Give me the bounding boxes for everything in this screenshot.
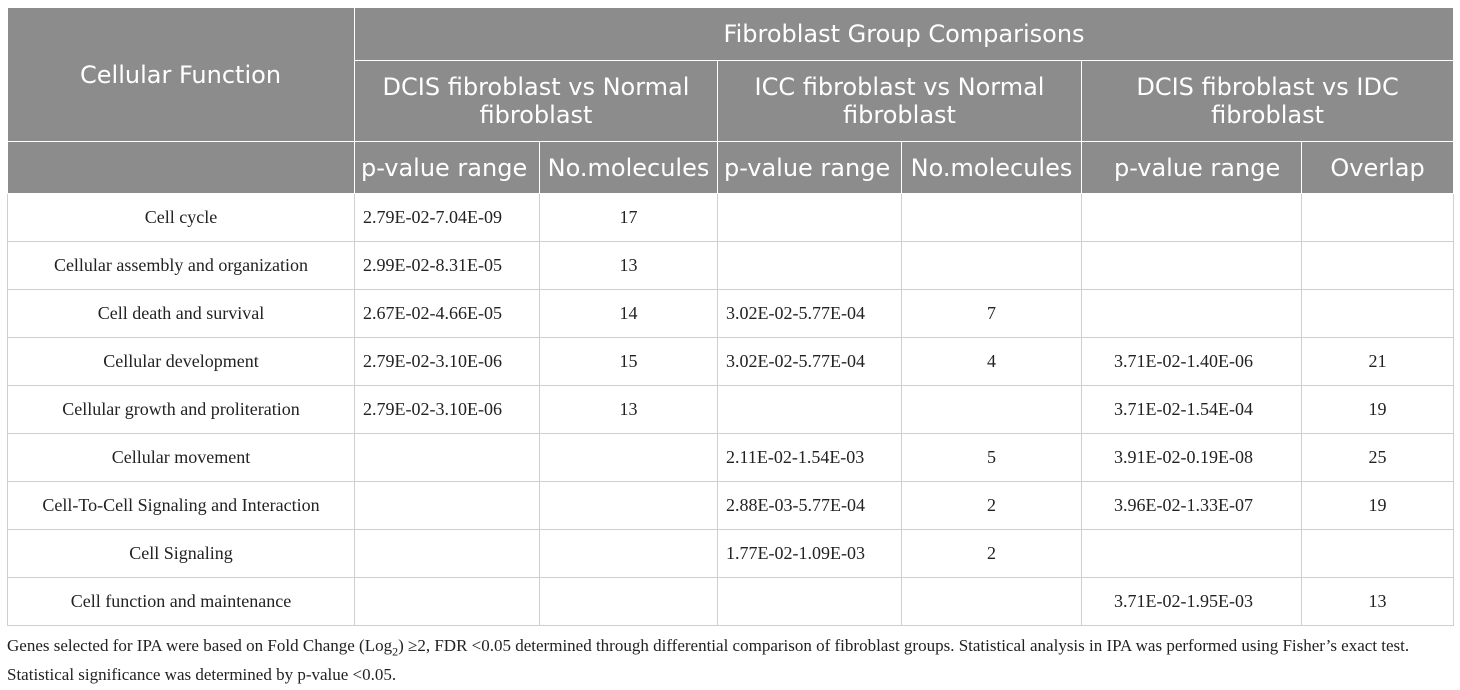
icc-normal-pvalue-cell: 3.02E-02-5.77E-04 — [717, 337, 902, 386]
dcis-idc-pvalue-cell — [1081, 289, 1302, 338]
row-header-cellular-function: Cellular Function — [7, 7, 355, 142]
cellular-function-cell: Cell Signaling — [7, 529, 355, 578]
subheader-molecules-2: No.molecules — [901, 141, 1082, 194]
comparison-header-3: DCIS fibroblast vs IDC fibroblast — [1080, 60, 1455, 142]
dcis-idc-pvalue-cell: 3.96E-02-1.33E-07 — [1081, 481, 1302, 530]
dcis-idc-overlap-cell — [1300, 289, 1455, 338]
icc-normal-pvalue-cell: 2.11E-02-1.54E-03 — [717, 433, 902, 482]
dcis-idc-overlap-cell: 13 — [1300, 577, 1455, 626]
dcis-normal-pvalue-cell: 2.79E-02-3.10E-06 — [354, 385, 540, 434]
icc-normal-molecules-cell — [901, 241, 1082, 290]
dcis-normal-pvalue-cell: 2.67E-02-4.66E-05 — [354, 289, 540, 338]
icc-normal-molecules-cell: 2 — [901, 481, 1082, 530]
icc-normal-pvalue-cell — [717, 385, 902, 434]
dcis-idc-pvalue-cell — [1081, 193, 1302, 242]
subheader-pvalue-2: p-value range — [717, 141, 902, 194]
cellular-function-cell: Cellular assembly and organization — [7, 241, 355, 290]
icc-normal-molecules-cell — [901, 193, 1082, 242]
subheader-overlap: Overlap — [1300, 141, 1455, 194]
group-header: Fibroblast Group Comparisons — [353, 7, 1455, 61]
icc-normal-molecules-cell: 4 — [901, 337, 1082, 386]
subheader-molecules-1: No.molecules — [539, 141, 718, 194]
icc-normal-molecules-cell — [901, 385, 1082, 434]
subheader-empty — [7, 141, 355, 194]
cellular-function-cell: Cell-To-Cell Signaling and Interaction — [7, 481, 355, 530]
icc-normal-pvalue-cell: 2.88E-03-5.77E-04 — [717, 481, 902, 530]
dcis-idc-overlap-cell: 21 — [1300, 337, 1455, 386]
icc-normal-pvalue-cell — [717, 241, 902, 290]
table-row: Cell cycle 2.79E-02-7.04E-09 17 — [7, 193, 1455, 242]
dcis-normal-pvalue-cell: 2.99E-02-8.31E-05 — [354, 241, 540, 290]
dcis-normal-molecules-cell — [539, 577, 718, 626]
icc-normal-pvalue-cell — [717, 577, 902, 626]
dcis-idc-pvalue-cell: 3.91E-02-0.19E-08 — [1081, 433, 1302, 482]
table-row: Cell Signaling 1.77E-02-1.09E-03 2 — [7, 529, 1455, 578]
subheader-pvalue-1: p-value range — [354, 141, 540, 194]
dcis-idc-overlap-cell: 19 — [1300, 385, 1455, 434]
dcis-idc-pvalue-cell: 3.71E-02-1.95E-03 — [1081, 577, 1302, 626]
dcis-idc-pvalue-cell — [1081, 529, 1302, 578]
cellular-function-cell: Cell function and maintenance — [7, 577, 355, 626]
dcis-normal-molecules-cell — [539, 481, 718, 530]
dcis-idc-overlap-cell: 19 — [1300, 481, 1455, 530]
dcis-idc-pvalue-cell — [1081, 241, 1302, 290]
dcis-normal-molecules-cell: 17 — [539, 193, 718, 242]
dcis-idc-pvalue-cell: 3.71E-02-1.54E-04 — [1081, 385, 1302, 434]
ipa-results-table: Cellular Function Fibroblast Group Compa… — [7, 7, 1455, 626]
dcis-normal-molecules-cell — [539, 529, 718, 578]
cellular-function-cell: Cellular development — [7, 337, 355, 386]
dcis-normal-pvalue-cell — [354, 529, 540, 578]
subheader-pvalue-3: p-value range — [1081, 141, 1302, 194]
dcis-normal-molecules-cell: 15 — [539, 337, 718, 386]
table-row: Cellular growth and proliteration 2.79E-0… — [7, 385, 1455, 434]
dcis-normal-molecules-cell — [539, 433, 718, 482]
cellular-function-cell: Cell cycle — [7, 193, 355, 242]
footnote-text-start: Genes selected for IPA were based on Fol… — [7, 636, 393, 655]
table-row: Cellular movement 2.11E-02-1.54E-03 5 3.91E… — [7, 433, 1455, 482]
table-row: Cellular development 2.79E-02-3.10E-06 15 3… — [7, 337, 1455, 386]
icc-normal-pvalue-cell: 1.77E-02-1.09E-03 — [717, 529, 902, 578]
dcis-normal-pvalue-cell — [354, 433, 540, 482]
footnote-text-end: ) ≥2, FDR <0.05 determined through diffe… — [7, 636, 1410, 685]
dcis-normal-pvalue-cell: 2.79E-02-7.04E-09 — [354, 193, 540, 242]
icc-normal-molecules-cell: 7 — [901, 289, 1082, 338]
dcis-idc-overlap-cell — [1300, 241, 1455, 290]
cellular-function-cell: Cellular growth and proliteration — [7, 385, 355, 434]
dcis-normal-pvalue-cell — [354, 577, 540, 626]
dcis-idc-overlap-cell — [1300, 529, 1455, 578]
icc-normal-pvalue-cell — [717, 193, 902, 242]
dcis-normal-pvalue-cell: 2.79E-02-3.10E-06 — [354, 337, 540, 386]
cellular-function-cell: Cellular movement — [7, 433, 355, 482]
icc-normal-molecules-cell: 2 — [901, 529, 1082, 578]
dcis-idc-overlap-cell — [1300, 193, 1455, 242]
table-footnote: Genes selected for IPA were based on Fol… — [7, 634, 1453, 687]
comparison-header-1: DCIS fibroblast vs Normal fibroblast — [354, 60, 718, 142]
comparison-header-2: ICC fibroblast vs Normal fibroblast — [717, 60, 1082, 142]
table-row: Cell function and maintenance 3.71E-02-1.… — [7, 577, 1455, 626]
cellular-function-cell: Cell death and survival — [7, 289, 355, 338]
dcis-normal-pvalue-cell — [354, 481, 540, 530]
dcis-idc-pvalue-cell: 3.71E-02-1.40E-06 — [1081, 337, 1302, 386]
table-row: Cellular assembly and organization 2.99E-… — [7, 241, 1455, 290]
footnote-subscript: 2 — [392, 644, 399, 659]
dcis-normal-molecules-cell: 14 — [539, 289, 718, 338]
icc-normal-molecules-cell: 5 — [901, 433, 1082, 482]
dcis-normal-molecules-cell: 13 — [539, 385, 718, 434]
icc-normal-molecules-cell — [901, 577, 1082, 626]
dcis-idc-overlap-cell: 25 — [1300, 433, 1455, 482]
table-row: Cell-To-Cell Signaling and Interaction 2.… — [7, 481, 1455, 530]
table-row: Cell death and survival 2.67E-02-4.66E-05… — [7, 289, 1455, 338]
dcis-normal-molecules-cell: 13 — [539, 241, 718, 290]
table-body: Cell cycle 2.79E-02-7.04E-09 17 Cellular as… — [7, 193, 1455, 626]
icc-normal-pvalue-cell: 3.02E-02-5.77E-04 — [717, 289, 902, 338]
